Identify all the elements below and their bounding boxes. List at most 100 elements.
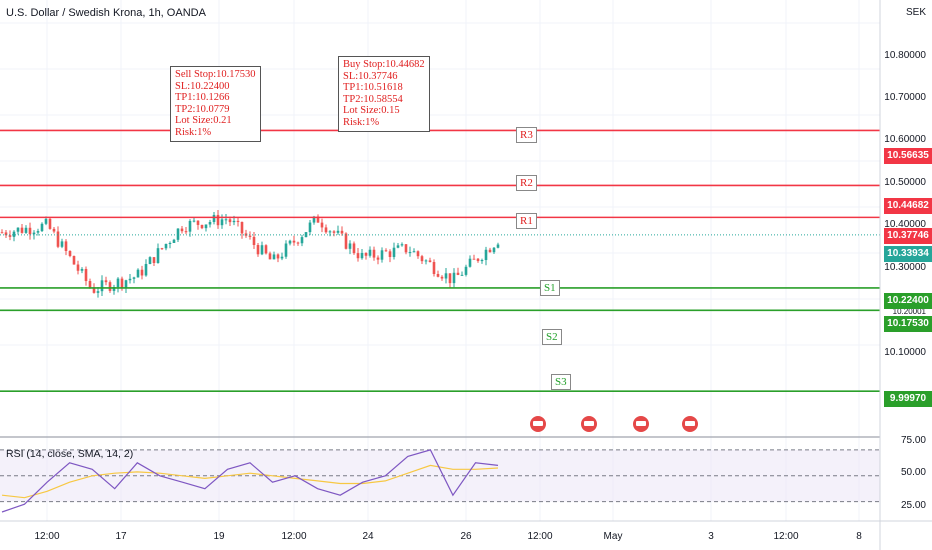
candle-body	[284, 243, 288, 257]
candle-body	[36, 231, 40, 233]
candle-body	[12, 231, 16, 237]
candle-body	[88, 281, 92, 288]
time-tick: 24	[362, 531, 374, 542]
candle-body	[188, 220, 192, 232]
candle-body	[424, 260, 428, 262]
currency-label: SEK	[905, 7, 926, 18]
candle-body	[416, 251, 420, 257]
economic-event-flag-icon[interactable]	[633, 416, 649, 432]
time-tick: 17	[115, 531, 127, 542]
buy-stop-note[interactable]: Buy Stop:10.44682 SL:10.37746 TP1:10.516…	[338, 56, 430, 132]
level-label-s2[interactable]: S2	[542, 329, 562, 345]
candle-body	[484, 249, 488, 261]
candle-body	[76, 264, 80, 271]
candle-body	[496, 244, 500, 248]
candle-body	[184, 231, 188, 233]
candle-body	[52, 228, 56, 232]
candle-body	[272, 254, 276, 260]
level-label-r3[interactable]: R3	[516, 127, 537, 143]
time-tick: 12:00	[281, 531, 307, 542]
candle-body	[240, 221, 244, 234]
rsi-tick: 75.00	[900, 435, 926, 446]
level-label-s3[interactable]: S3	[551, 374, 571, 390]
candle-body	[356, 253, 360, 259]
level-label-r2[interactable]: R2	[516, 175, 537, 191]
time-tick: 8	[856, 531, 862, 542]
candle-body	[48, 218, 52, 229]
candle-body	[384, 250, 388, 252]
candle-body	[168, 242, 172, 244]
candle-body	[460, 274, 464, 276]
candle-body	[208, 222, 212, 225]
economic-event-flag-icon[interactable]	[530, 416, 546, 432]
candle-body	[172, 239, 176, 243]
candle-body	[144, 263, 148, 276]
candle-body	[452, 272, 456, 284]
candle-body	[328, 231, 332, 233]
rsi-ma-line	[1, 464, 499, 499]
candle-body	[140, 269, 144, 276]
rsi-pane	[0, 449, 880, 513]
candle-body	[56, 231, 60, 247]
level-label-r1[interactable]: R1	[516, 213, 537, 229]
candle-body	[408, 252, 412, 254]
candle-body	[320, 222, 324, 228]
candle-body	[120, 278, 124, 288]
economic-event-flag-icon[interactable]	[682, 416, 698, 432]
candle-body	[100, 280, 104, 292]
time-tick: 26	[460, 531, 472, 542]
candle-body	[264, 245, 268, 254]
price-tag-last: 10.33934	[884, 246, 932, 262]
candle-body	[24, 227, 28, 233]
rsi-tick: 50.00	[900, 467, 926, 478]
candle-body	[312, 216, 316, 223]
candle-body	[96, 291, 100, 293]
candle-body	[196, 220, 200, 225]
candle-body	[368, 249, 372, 256]
candle-body	[44, 218, 48, 224]
price-tick: 10.10000	[884, 347, 926, 358]
candle-body	[228, 219, 232, 223]
candle-body	[80, 268, 84, 271]
time-tick: 3	[708, 531, 714, 542]
time-tick: 12:00	[527, 531, 553, 542]
candle-body	[64, 241, 68, 251]
candle-body	[216, 214, 220, 226]
symbol-title: U.S. Dollar / Swedish Krona, 1h, OANDA	[6, 7, 206, 19]
candle-body	[388, 251, 392, 257]
price-candles	[0, 209, 500, 298]
rsi-line	[1, 449, 499, 513]
candle-body	[180, 228, 184, 232]
candle-body	[60, 241, 64, 247]
level-label-s1[interactable]: S1	[540, 280, 560, 296]
candle-body	[412, 251, 416, 253]
candle-body	[352, 243, 356, 254]
candle-body	[468, 258, 472, 267]
candle-body	[308, 222, 312, 233]
candle-body	[248, 235, 252, 237]
candle-body	[464, 266, 468, 275]
price-tick: 10.70000	[884, 92, 926, 103]
price-tick: 10.80000	[884, 50, 926, 61]
candle-body	[396, 245, 400, 248]
candle-body	[324, 227, 328, 233]
candle-body	[84, 268, 88, 282]
candle-body	[432, 262, 436, 274]
candle-body	[420, 256, 424, 262]
candle-body	[288, 240, 292, 244]
economic-event-flag-icon[interactable]	[581, 416, 597, 432]
candle-body	[68, 250, 72, 257]
candle-body	[176, 228, 180, 240]
candle-body	[300, 237, 304, 244]
candle-body	[28, 227, 32, 235]
price-tick: 10.40000	[884, 219, 926, 230]
candle-body	[276, 254, 280, 259]
candle-body	[400, 244, 404, 246]
candle-body	[8, 235, 12, 237]
candle-body	[440, 276, 444, 279]
candle-body	[444, 273, 448, 279]
time-tick: 12:00	[34, 531, 60, 542]
rsi-title[interactable]: RSI (14, close, SMA, 14, 2)	[6, 448, 134, 460]
sell-stop-note[interactable]: Sell Stop:10.17530 SL:10.22400 TP1:10.12…	[170, 66, 261, 142]
